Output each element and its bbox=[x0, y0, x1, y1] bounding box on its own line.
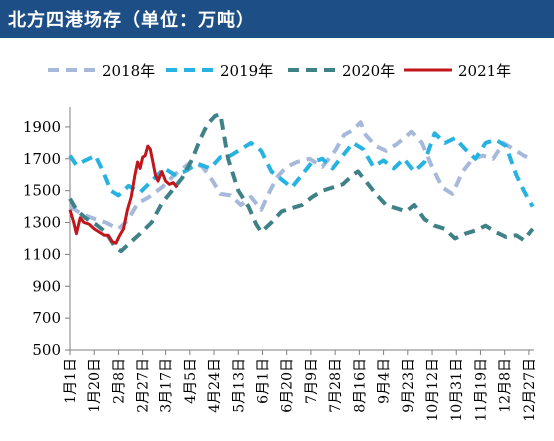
y-tick-label-1900: 1900 bbox=[23, 118, 61, 136]
x-tick-label-11: 7月28日 bbox=[328, 358, 344, 413]
x-tick-label-6: 4月24日 bbox=[207, 358, 223, 413]
x-tick-label-14: 9月23日 bbox=[401, 358, 417, 413]
x-tick-label-0: 1月1日 bbox=[63, 358, 79, 404]
x-tick-label-18: 12月8日 bbox=[498, 358, 514, 413]
series-line-2021年 bbox=[68, 144, 179, 245]
x-tick-label-15: 10月12日 bbox=[425, 358, 441, 422]
y-tick-label-1700: 1700 bbox=[23, 150, 61, 168]
y-axis: 500 700 900 1100 1300 1500 1700 1900 bbox=[23, 107, 71, 359]
y-tick-label-700: 700 bbox=[32, 309, 61, 327]
series-line-2020年 bbox=[68, 112, 535, 254]
y-tick-label-1500: 1500 bbox=[23, 182, 61, 200]
y-tick-label-500: 500 bbox=[32, 341, 61, 359]
y-tick-label-900: 900 bbox=[32, 277, 61, 295]
legend-label-2021年: 2021年 bbox=[458, 62, 511, 80]
x-tick-label-1: 1月20日 bbox=[87, 358, 103, 413]
x-tick-label-5: 4月5日 bbox=[183, 358, 199, 404]
x-tick-label-3: 2月27日 bbox=[136, 358, 152, 413]
legend: 2018年 2019年 2020年 2021年 bbox=[48, 62, 511, 80]
series-line-2018年 bbox=[68, 120, 533, 231]
x-tick-label-12: 8月16日 bbox=[352, 358, 368, 413]
x-tick-label-8: 6月1日 bbox=[255, 358, 271, 404]
x-axis: 1月1日 1月20日 2月8日 2月27日 3月17日 4月5日 4月24日 5月13日 6月1… bbox=[63, 349, 538, 422]
x-tick-label-2: 2月8日 bbox=[111, 358, 127, 404]
x-tick-label-4: 3月17日 bbox=[159, 358, 175, 413]
x-tick-label-19: 12月27日 bbox=[522, 358, 538, 422]
line-chart: 2018年 2019年 2020年 2021年 500 700 900 1100 1300 150… bbox=[23, 62, 538, 422]
title-bar: 北方四港场存（单位：万吨） bbox=[0, 0, 554, 38]
y-tick-label-1100: 1100 bbox=[23, 245, 61, 263]
legend-label-2019年: 2019年 bbox=[220, 62, 273, 80]
x-tick-label-9: 6月20日 bbox=[280, 358, 296, 413]
x-tick-label-10: 7月9日 bbox=[304, 358, 320, 404]
x-tick-label-13: 9月4日 bbox=[377, 358, 393, 404]
x-tick-label-16: 10月31日 bbox=[449, 358, 465, 422]
legend-label-2018年: 2018年 bbox=[102, 62, 155, 80]
x-tick-label-17: 11月19日 bbox=[473, 358, 489, 422]
legend-label-2020年: 2020年 bbox=[342, 62, 395, 80]
x-tick-label-7: 5月13日 bbox=[231, 358, 247, 413]
y-tick-label-1300: 1300 bbox=[23, 214, 61, 232]
chart-title: 北方四港场存（单位：万吨） bbox=[8, 10, 255, 31]
